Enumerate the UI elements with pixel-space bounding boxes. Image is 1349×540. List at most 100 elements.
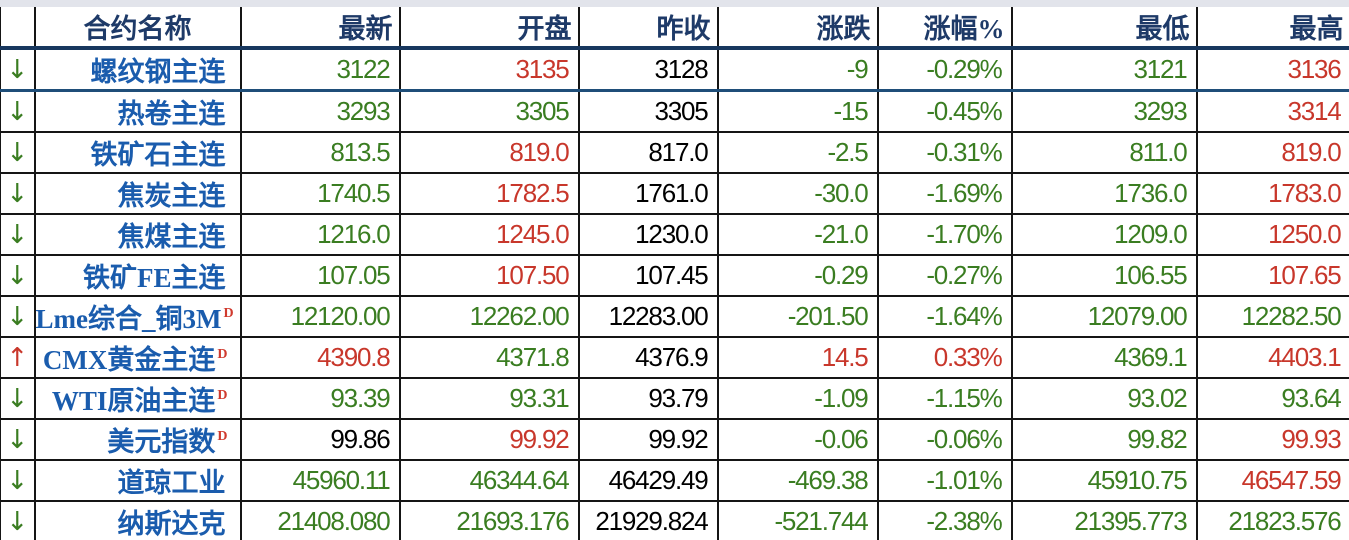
low-price: 12079.00 xyxy=(1011,296,1198,338)
change-header: 涨跌 xyxy=(717,7,879,50)
latest-price: 1216.0 xyxy=(240,214,401,256)
high-price: 12282.50 xyxy=(1196,296,1349,338)
quotes-table: 合约名称 最新 开盘 昨收 涨跌 涨幅% 最低 最高 ↓ 螺纹钢主连 3122 … xyxy=(0,7,1349,540)
low-price: 811.0 xyxy=(1011,132,1198,174)
change-percent: 0.33% xyxy=(877,337,1013,379)
trend-arrow-icon: ↑ xyxy=(6,342,29,373)
quote-row[interactable]: ↓ 道琼工业 45960.11 46344.64 46429.49 -469.3… xyxy=(0,460,1349,502)
trend-arrow-icon: ↓ xyxy=(6,424,29,455)
open-price: 107.50 xyxy=(399,255,580,297)
change-percent: -0.27% xyxy=(877,255,1013,297)
open-price: 3305 xyxy=(399,90,580,133)
change-value: 14.5 xyxy=(717,337,879,379)
trend-arrow-icon: ↓ xyxy=(6,260,29,291)
low-price: 1736.0 xyxy=(1011,173,1198,215)
change-value: -521.744 xyxy=(717,501,879,540)
contract-name: 热卷主连 xyxy=(117,99,226,129)
high-price: 107.65 xyxy=(1196,255,1349,297)
change-percent: -1.15% xyxy=(877,378,1013,420)
low-price: 4369.1 xyxy=(1011,337,1198,379)
quote-row[interactable]: ↓ 铁矿FE主连 107.05 107.50 107.45 -0.29 -0.2… xyxy=(0,255,1349,297)
latest-price: 12120.00 xyxy=(240,296,401,338)
latest-price: 3293 xyxy=(240,90,401,133)
open-price: 12262.00 xyxy=(399,296,580,338)
contract-name-header: 合约名称 xyxy=(34,7,242,50)
header-row: 合约名称 最新 开盘 昨收 涨跌 涨幅% 最低 最高 xyxy=(0,7,1349,50)
low-price: 1209.0 xyxy=(1011,214,1198,256)
change-value: -9 xyxy=(717,48,879,92)
high-price: 99.93 xyxy=(1196,419,1349,461)
quote-row[interactable]: ↓ WTI原油主连 D 93.39 93.31 93.79 -1.09 -1.15… xyxy=(0,378,1349,420)
prev-close-price: 4376.9 xyxy=(578,337,719,379)
top-strip xyxy=(0,0,1349,7)
trend-arrow-icon: ↓ xyxy=(6,219,29,250)
quote-row[interactable]: ↓ 螺纹钢主连 3122 3135 3128 -9 -0.29% 3121 31… xyxy=(0,48,1349,92)
contract-name: WTI原油主连 xyxy=(51,386,216,416)
high-header: 最高 xyxy=(1196,7,1349,50)
change-value: -469.38 xyxy=(717,460,879,502)
prev-close-price: 1230.0 xyxy=(578,214,719,256)
prev-close-price: 46429.49 xyxy=(578,460,719,502)
trend-column-header xyxy=(0,7,36,50)
contract-name: 铁矿石主连 xyxy=(90,140,226,170)
open-price: 819.0 xyxy=(399,132,580,174)
trend-arrow-icon: ↓ xyxy=(6,465,29,496)
prev-close-price: 1761.0 xyxy=(578,173,719,215)
open-header: 开盘 xyxy=(399,7,580,50)
latest-price: 99.86 xyxy=(240,419,401,461)
trend-arrow-icon: ↓ xyxy=(6,137,29,168)
quote-row[interactable]: ↓ 焦炭主连 1740.5 1782.5 1761.0 -30.0 -1.69%… xyxy=(0,173,1349,215)
contract-name: 道琼工业 xyxy=(117,468,226,498)
latest-price: 3122 xyxy=(240,48,401,92)
change-percent: -1.64% xyxy=(877,296,1013,338)
quote-row[interactable]: ↓ 焦煤主连 1216.0 1245.0 1230.0 -21.0 -1.70%… xyxy=(0,214,1349,256)
quote-row[interactable]: ↓ Lme综合_铜3M D 12120.00 12262.00 12283.00 … xyxy=(0,296,1349,338)
latest-price: 45960.11 xyxy=(240,460,401,502)
prev-close-price: 93.79 xyxy=(578,378,719,420)
contract-name: 焦煤主连 xyxy=(117,222,226,252)
trend-arrow-icon: ↓ xyxy=(6,178,29,209)
change-value: -1.09 xyxy=(717,378,879,420)
prev-close-price: 3128 xyxy=(578,48,719,92)
contract-name: 铁矿FE主连 xyxy=(82,263,226,293)
low-price: 99.82 xyxy=(1011,419,1198,461)
change-percent: -1.01% xyxy=(877,460,1013,502)
change-pct-header: 涨幅% xyxy=(877,7,1013,50)
prev-close-price: 817.0 xyxy=(578,132,719,174)
change-percent: -1.70% xyxy=(877,214,1013,256)
low-price: 21395.773 xyxy=(1011,501,1198,540)
open-price: 46344.64 xyxy=(399,460,580,502)
trend-arrow-icon: ↓ xyxy=(6,506,29,537)
high-price: 4403.1 xyxy=(1196,337,1349,379)
high-price: 21823.576 xyxy=(1196,501,1349,540)
latest-price: 21408.080 xyxy=(240,501,401,540)
quote-row[interactable]: ↓ 铁矿石主连 813.5 819.0 817.0 -2.5 -0.31% 81… xyxy=(0,132,1349,174)
prev-close-price: 21929.824 xyxy=(578,501,719,540)
change-value: -30.0 xyxy=(717,173,879,215)
trend-arrow-icon: ↓ xyxy=(6,301,29,332)
quote-row[interactable]: ↓ 纳斯达克 21408.080 21693.176 21929.824 -52… xyxy=(0,501,1349,540)
change-percent: -2.38% xyxy=(877,501,1013,540)
change-value: -201.50 xyxy=(717,296,879,338)
prev-close-price: 3305 xyxy=(578,90,719,133)
open-price: 93.31 xyxy=(399,378,580,420)
contract-name: CMX黄金主连 xyxy=(42,345,216,375)
high-price: 3314 xyxy=(1196,90,1349,133)
change-percent: -0.29% xyxy=(877,48,1013,92)
latest-price: 4390.8 xyxy=(240,337,401,379)
daily-flag: D xyxy=(217,347,228,362)
quote-row[interactable]: ↑ CMX黄金主连 D 4390.8 4371.8 4376.9 14.5 0.3… xyxy=(0,337,1349,379)
change-value: -21.0 xyxy=(717,214,879,256)
daily-flag: D xyxy=(217,429,228,444)
open-price: 4371.8 xyxy=(399,337,580,379)
high-price: 93.64 xyxy=(1196,378,1349,420)
contract-name: 纳斯达克 xyxy=(117,509,226,539)
high-price: 1783.0 xyxy=(1196,173,1349,215)
quote-row[interactable]: ↓ 热卷主连 3293 3305 3305 -15 -0.45% 3293 33… xyxy=(0,90,1349,133)
change-value: -0.06 xyxy=(717,419,879,461)
contract-name: 焦炭主连 xyxy=(117,181,226,211)
open-price: 21693.176 xyxy=(399,501,580,540)
quote-row[interactable]: ↓ 美元指数 D 99.86 99.92 99.92 -0.06 -0.06% 9… xyxy=(0,419,1349,461)
low-header: 最低 xyxy=(1011,7,1198,50)
